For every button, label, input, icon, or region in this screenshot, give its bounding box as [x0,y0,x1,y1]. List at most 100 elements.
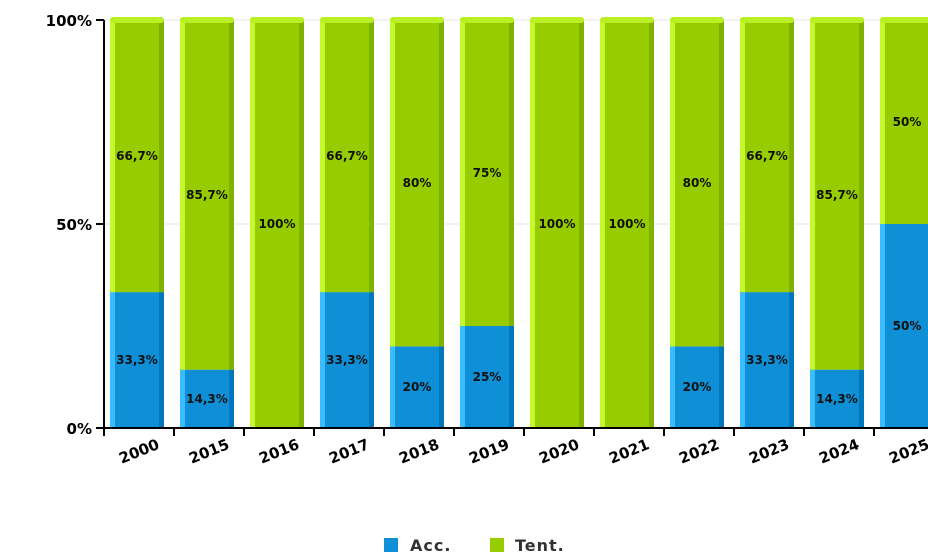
bar-shadow [229,20,234,370]
bar-highlight [810,20,815,370]
bar-highlight [390,20,395,347]
bar-cap [180,17,234,23]
bar-shadow [579,20,584,428]
bar-segment-acc [460,326,514,428]
y-tick-label: 100% [46,12,92,30]
data-label: 100% [608,217,645,231]
legend[interactable]: Acc. Tent. [384,536,565,555]
bar-cap [320,17,374,23]
data-label: 33,3% [326,353,368,367]
bar-shadow [509,20,514,326]
bar-segment-tent [460,20,514,326]
bar-shadow [509,326,514,428]
x-tick-label: 2017 [326,435,371,467]
bar-cap [880,17,928,23]
x-tick-label: 2018 [396,435,441,467]
bar-shadow [369,20,374,293]
data-label: 50% [893,319,922,333]
data-label: 66,7% [116,149,158,163]
bar-highlight [110,20,115,293]
x-tick-label: 2020 [536,435,581,467]
bar-cap [670,17,724,23]
bar-highlight [810,369,815,428]
bar-shadow [439,20,444,347]
data-label: 100% [258,217,295,231]
bar-segment-tent [880,20,928,224]
bar-segment-tent [110,20,164,293]
data-label: 75% [473,166,502,180]
data-label: 100% [538,217,575,231]
bar-cap [250,17,304,23]
data-label: 14,3% [816,392,858,406]
y-ticks: 0% 50% 100% [46,12,104,438]
legend-label-acc: Acc. [410,536,451,555]
bar-shadow [789,20,794,293]
bar-segment-acc [320,292,374,428]
bar-highlight [320,292,325,428]
data-label: 14,3% [186,392,228,406]
bar-highlight [880,20,885,224]
data-label: 66,7% [326,149,368,163]
bar-highlight [530,20,535,428]
data-label: 85,7% [816,188,858,202]
data-label: 33,3% [746,353,788,367]
data-labels: 33,3% 66,7% 14,3% 85,7% 100% 33,3% 66,7% 20% 80%… [116,115,921,406]
bar-segment-acc [740,292,794,428]
bar-highlight [740,20,745,293]
bar-highlight [600,20,605,428]
x-tick-label: 2000 [116,435,161,467]
data-label: 50% [893,115,922,129]
x-ticks: 2000 2015 2016 2017 2018 2019 2020 2021 2022 2023… [103,428,928,468]
bar-cap [530,17,584,23]
data-label: 80% [683,176,712,190]
bar-segment-acc [670,346,724,428]
bar-shadow [299,20,304,428]
x-tick-label: 2021 [606,435,651,467]
bar-highlight [460,20,465,326]
bar-segment-tent [250,20,304,428]
x-tick-label: 2015 [186,435,231,467]
y-tick-label: 50% [56,216,92,234]
x-tick-label: 2025 [886,435,928,467]
bars [110,17,928,428]
x-tick-label: 2023 [746,435,791,467]
bar-highlight [180,20,185,370]
bar-shadow [439,346,444,428]
bar-highlight [180,369,185,428]
y-tick-label: 0% [67,420,92,438]
bar-segment-tent [810,20,864,370]
legend-swatch-tent [490,538,504,552]
bar-segment-tent [740,20,794,293]
data-label: 20% [683,380,712,394]
bar-segment-tent [670,20,724,347]
bar-shadow [159,292,164,428]
data-label: 20% [403,380,432,394]
bar-shadow [719,346,724,428]
x-tick-label: 2019 [466,435,511,467]
bar-shadow [719,20,724,347]
bar-highlight [390,346,395,428]
bar-cap [740,17,794,23]
bar-highlight [880,224,885,428]
bar-cap [110,17,164,23]
bar-highlight [110,292,115,428]
bar-segment-tent [390,20,444,347]
bar-segment-acc [110,292,164,428]
bar-highlight [740,292,745,428]
data-label: 80% [403,176,432,190]
bar-shadow [159,20,164,293]
bar-segment-tent [180,20,234,370]
bar-shadow [859,20,864,370]
bar-cap [600,17,654,23]
bar-segment-tent [320,20,374,293]
bar-cap [460,17,514,23]
data-label: 25% [473,370,502,384]
bar-segment-tent [530,20,584,428]
bar-cap [390,17,444,23]
bar-shadow [229,369,234,428]
legend-swatch-acc [384,538,398,552]
x-tick-label: 2022 [676,435,721,467]
x-tick-label: 2024 [816,435,861,467]
bar-highlight [460,326,465,428]
